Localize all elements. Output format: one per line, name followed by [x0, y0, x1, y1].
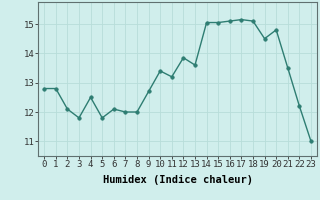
X-axis label: Humidex (Indice chaleur): Humidex (Indice chaleur) [103, 175, 252, 185]
